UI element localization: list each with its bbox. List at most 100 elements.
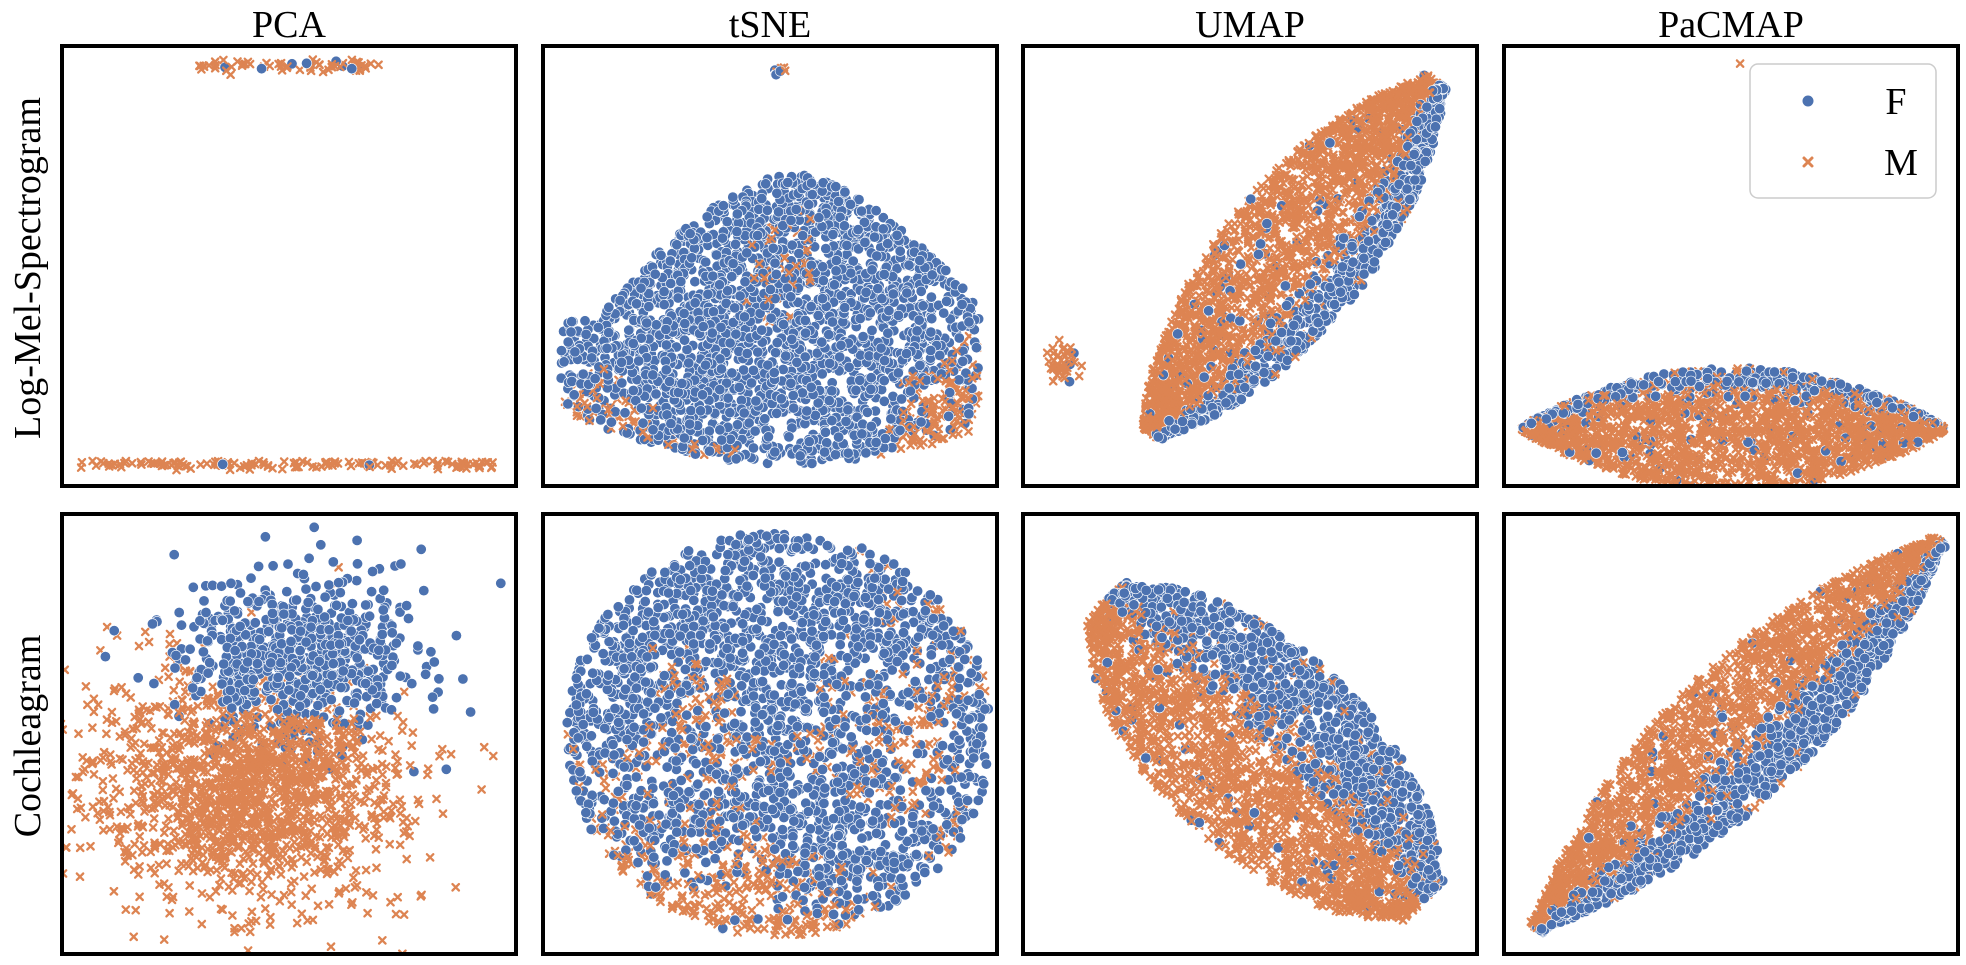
point-f xyxy=(590,402,602,414)
point-f xyxy=(839,302,851,314)
point-f xyxy=(671,239,683,251)
point-f xyxy=(901,287,913,299)
point-f xyxy=(658,299,670,311)
point-m xyxy=(474,461,484,471)
point-m xyxy=(592,393,602,403)
point-m xyxy=(967,373,977,383)
point-f xyxy=(882,238,894,250)
point-f xyxy=(788,402,800,414)
point-f xyxy=(747,364,759,376)
point-f xyxy=(785,377,797,389)
point-f xyxy=(859,236,871,248)
point-m xyxy=(146,458,156,468)
point-f xyxy=(562,336,574,348)
point-f xyxy=(301,57,313,69)
point-m xyxy=(760,273,769,283)
point-m xyxy=(1180,320,1190,329)
point-f xyxy=(720,297,732,309)
point-f xyxy=(637,417,649,429)
point-m xyxy=(933,374,943,383)
point-m xyxy=(1294,243,1303,253)
point-m xyxy=(1229,227,1239,236)
point-m xyxy=(321,458,330,467)
point-f xyxy=(812,397,824,409)
point-f xyxy=(866,324,878,336)
point-f xyxy=(865,383,877,395)
point-f xyxy=(741,347,753,359)
point-f xyxy=(697,321,709,333)
point-m xyxy=(308,462,317,471)
point-f xyxy=(963,316,975,328)
point-m xyxy=(749,273,759,283)
point-m xyxy=(1224,219,1234,229)
point-f xyxy=(857,331,869,343)
point-m xyxy=(237,61,247,71)
point-f xyxy=(777,220,789,232)
point-f xyxy=(729,302,741,314)
point-f xyxy=(731,208,743,220)
point-f xyxy=(872,283,884,295)
point-m xyxy=(1276,290,1286,300)
point-f xyxy=(900,348,912,360)
point-m xyxy=(1245,275,1255,284)
point-f xyxy=(820,243,832,255)
point-f xyxy=(871,250,883,262)
point-f xyxy=(957,282,969,294)
column-title-umap: UMAP xyxy=(1195,4,1305,46)
point-f xyxy=(830,265,842,277)
point-f xyxy=(716,434,728,446)
point-m xyxy=(1248,262,1258,272)
point-f xyxy=(660,364,672,376)
point-m xyxy=(421,456,430,466)
point-f xyxy=(911,325,923,337)
point-m xyxy=(333,459,343,468)
point-f xyxy=(828,279,840,291)
point-f xyxy=(894,245,906,257)
point-m xyxy=(764,295,773,304)
point-m xyxy=(1314,138,1324,147)
point-f xyxy=(660,339,672,351)
point-f xyxy=(855,205,867,217)
point-m xyxy=(922,405,932,415)
point-m xyxy=(618,421,628,431)
point-f xyxy=(791,356,803,368)
point-f xyxy=(739,276,751,288)
point-f xyxy=(760,178,772,190)
point-f xyxy=(830,181,842,193)
point-m xyxy=(1293,187,1303,196)
point-f xyxy=(817,261,829,273)
point-m xyxy=(1283,310,1292,320)
point-f xyxy=(827,229,839,241)
point-f xyxy=(655,249,667,261)
point-m xyxy=(1265,232,1275,242)
point-m xyxy=(1357,221,1367,231)
point-f xyxy=(697,434,709,446)
point-f xyxy=(869,231,881,243)
point-m xyxy=(181,461,190,471)
point-f xyxy=(826,415,838,427)
point-m xyxy=(1310,178,1320,187)
point-m xyxy=(896,444,906,454)
point-f xyxy=(824,357,836,369)
point-m xyxy=(159,460,169,470)
point-f xyxy=(635,282,647,294)
point-f xyxy=(866,264,878,276)
point-f xyxy=(878,395,890,407)
point-f xyxy=(777,318,789,330)
point-m xyxy=(1384,115,1393,125)
point-m xyxy=(899,408,909,417)
point-f xyxy=(925,344,937,356)
point-m xyxy=(1291,182,1300,191)
point-m xyxy=(916,440,925,450)
point-m xyxy=(196,460,205,469)
point-m xyxy=(906,440,915,450)
point-f xyxy=(649,268,661,280)
point-m xyxy=(945,366,955,375)
point-m xyxy=(265,61,275,71)
point-m xyxy=(346,461,356,471)
point-f xyxy=(565,326,577,338)
point-f xyxy=(780,350,792,362)
point-m xyxy=(1303,271,1313,281)
row-label-log-mel-spectrogram: Log-Mel-Spectrogram xyxy=(7,97,49,439)
point-f xyxy=(734,290,746,302)
